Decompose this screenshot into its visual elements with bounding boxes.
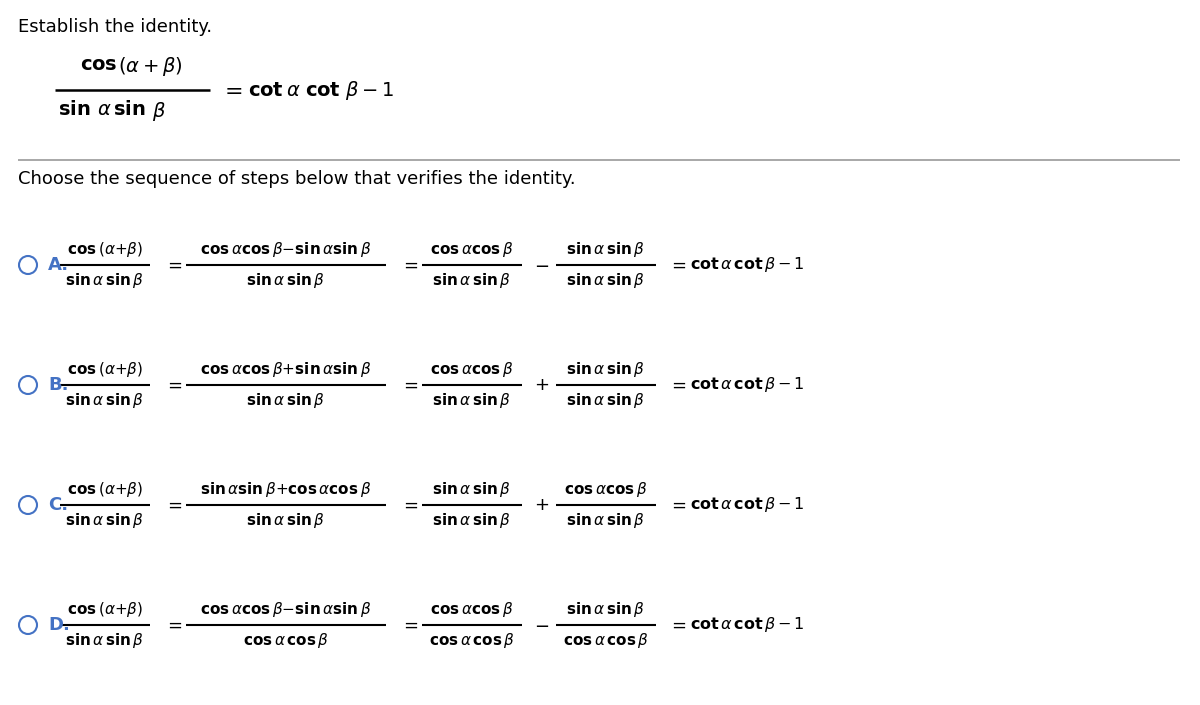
Text: $+$: $+$ [534, 496, 550, 514]
Text: $\mathbf{cot}\,\alpha\,\mathbf{cot}\,\beta\,{-}\,1$: $\mathbf{cot}\,\alpha\,\mathbf{cot}\,\be… [690, 615, 804, 634]
Text: $\mathbf{cot}\,\alpha\,\mathbf{cot}\,\beta\,{-}\,1$: $\mathbf{cot}\,\alpha\,\mathbf{cot}\,\be… [690, 255, 804, 274]
Text: $=$: $=$ [164, 496, 182, 514]
Text: $\mathbf{cos}\,(\alpha{+}\beta)$: $\mathbf{cos}\,(\alpha{+}\beta)$ [67, 480, 143, 499]
Text: $\mathbf{sin}\,\alpha\,\mathbf{sin}\,\beta$: $\mathbf{sin}\,\alpha\,\mathbf{sin}\,\be… [432, 480, 511, 499]
Text: D.: D. [48, 616, 70, 634]
Text: $+$: $+$ [534, 376, 550, 394]
Text: $\mathbf{cos}\,\alpha\mathbf{cos}\,\beta$: $\mathbf{cos}\,\alpha\mathbf{cos}\,\beta… [431, 240, 514, 259]
Text: $\mathbf{sin}\,\alpha\,\mathbf{sin}\,\beta$: $\mathbf{sin}\,\alpha\,\mathbf{sin}\,\be… [246, 391, 325, 410]
Text: $\mathbf{sin}\,\alpha\,\mathbf{sin}\,\beta$: $\mathbf{sin}\,\alpha\,\mathbf{sin}\,\be… [566, 240, 646, 259]
Text: $=$: $=$ [668, 496, 686, 514]
Text: $\mathbf{sin}\,\alpha\,\mathbf{sin}\,\beta$: $\mathbf{sin}\,\alpha\,\mathbf{sin}\,\be… [432, 271, 511, 290]
Text: $\mathbf{sin}\,\alpha\,\mathbf{sin}\,\beta$: $\mathbf{sin}\,\alpha\,\mathbf{sin}\,\be… [66, 391, 144, 410]
Text: $\mathbf{sin}\,\alpha\,\mathbf{sin}\,\beta$: $\mathbf{sin}\,\alpha\,\mathbf{sin}\,\be… [566, 271, 646, 290]
Text: C.: C. [48, 496, 68, 514]
Text: $=$: $=$ [668, 616, 686, 634]
Text: $\bf{cos}$: $\bf{cos}$ [80, 55, 118, 74]
Text: $\bf{cot}$: $\bf{cot}$ [248, 80, 284, 99]
Text: $=$: $=$ [668, 256, 686, 274]
Text: $\mathbf{cos}\,\alpha\,\mathbf{cos}\,\beta$: $\mathbf{cos}\,\alpha\,\mathbf{cos}\,\be… [430, 631, 515, 650]
Text: $\mathbf{cos}\,(\alpha{+}\beta)$: $\mathbf{cos}\,(\alpha{+}\beta)$ [67, 600, 143, 619]
Text: $=$: $=$ [400, 616, 419, 634]
Text: $=$: $=$ [164, 616, 182, 634]
Text: $\mathbf{cos}\,(\alpha{+}\beta)$: $\mathbf{cos}\,(\alpha{+}\beta)$ [67, 360, 143, 379]
Text: $\mathbf{cos}\,\alpha\,\mathbf{cos}\,\beta$: $\mathbf{cos}\,\alpha\,\mathbf{cos}\,\be… [244, 631, 329, 650]
Text: $=$: $=$ [164, 376, 182, 394]
Text: $=$: $=$ [400, 256, 419, 274]
Text: $\mathbf{sin}\,\alpha\,\mathbf{sin}\,\beta$: $\mathbf{sin}\,\alpha\,\mathbf{sin}\,\be… [432, 391, 511, 410]
Text: $\mathbf{cos}\,\alpha\mathbf{cos}\,\beta{+}\mathbf{sin}\,\alpha\mathbf{sin}\,\be: $\mathbf{cos}\,\alpha\mathbf{cos}\,\beta… [200, 360, 372, 379]
Text: $\beta - 1$: $\beta - 1$ [346, 78, 394, 102]
Text: $\mathbf{sin}\,\alpha\,\mathbf{sin}\,\beta$: $\mathbf{sin}\,\alpha\,\mathbf{sin}\,\be… [246, 511, 325, 530]
Text: Establish the identity.: Establish the identity. [18, 18, 212, 36]
Text: $\mathbf{sin}\,\alpha\,\mathbf{sin}\,\beta$: $\mathbf{sin}\,\alpha\,\mathbf{sin}\,\be… [432, 511, 511, 530]
Text: $=$: $=$ [668, 376, 686, 394]
Text: $\mathbf{cot}\,\alpha\,\mathbf{cot}\,\beta\,{-}\,1$: $\mathbf{cot}\,\alpha\,\mathbf{cot}\,\be… [690, 496, 804, 515]
Text: $\mathbf{cos}\,\alpha\mathbf{cos}\,\beta$: $\mathbf{cos}\,\alpha\mathbf{cos}\,\beta… [431, 360, 514, 379]
Text: $\mathbf{sin}\,\alpha\,\mathbf{sin}\,\beta$: $\mathbf{sin}\,\alpha\,\mathbf{sin}\,\be… [246, 271, 325, 290]
Text: $\mathbf{sin}\,\alpha\,\mathbf{sin}\,\beta$: $\mathbf{sin}\,\alpha\,\mathbf{sin}\,\be… [566, 360, 646, 379]
Text: $\mathbf{cos}\,(\alpha{+}\beta)$: $\mathbf{cos}\,(\alpha{+}\beta)$ [67, 240, 143, 259]
Text: $\mathbf{cos}\,\alpha\mathbf{cos}\,\beta{-}\mathbf{sin}\,\alpha\mathbf{sin}\,\be: $\mathbf{cos}\,\alpha\mathbf{cos}\,\beta… [200, 600, 372, 619]
Text: $\mathbf{sin}\,\alpha\,\mathbf{sin}\,\beta$: $\mathbf{sin}\,\alpha\,\mathbf{sin}\,\be… [566, 600, 646, 619]
Text: $\mathbf{cos}\,\alpha\mathbf{cos}\,\beta$: $\mathbf{cos}\,\alpha\mathbf{cos}\,\beta… [564, 480, 648, 499]
Text: $\mathbf{cot}\,\alpha\,\mathbf{cot}\,\beta\,{-}\,1$: $\mathbf{cot}\,\alpha\,\mathbf{cot}\,\be… [690, 376, 804, 395]
Text: $\mathbf{cos}\,\alpha\mathbf{cos}\,\beta{-}\mathbf{sin}\,\alpha\mathbf{sin}\,\be: $\mathbf{cos}\,\alpha\mathbf{cos}\,\beta… [200, 240, 372, 259]
Text: $=$: $=$ [400, 496, 419, 514]
Text: $\beta$: $\beta$ [152, 100, 166, 123]
Text: $\mathbf{sin}\,\alpha\,\mathbf{sin}\,\beta$: $\mathbf{sin}\,\alpha\,\mathbf{sin}\,\be… [566, 391, 646, 410]
Text: $\bf{cot}$: $\bf{cot}$ [305, 80, 341, 99]
Text: $(\alpha+\beta)$: $(\alpha+\beta)$ [118, 55, 182, 78]
Text: Choose the sequence of steps below that verifies the identity.: Choose the sequence of steps below that … [18, 170, 576, 188]
Text: $\alpha$: $\alpha$ [97, 100, 112, 119]
Text: $\bf{sin}$: $\bf{sin}$ [58, 100, 91, 119]
Text: $\mathbf{sin}\,\alpha\,\mathbf{sin}\,\beta$: $\mathbf{sin}\,\alpha\,\mathbf{sin}\,\be… [566, 511, 646, 530]
Text: $=$: $=$ [220, 80, 242, 100]
Text: $\mathbf{sin}\,\alpha\mathbf{sin}\,\beta{+}\mathbf{cos}\,\alpha\mathbf{cos}\,\be: $\mathbf{sin}\,\alpha\mathbf{sin}\,\beta… [200, 480, 372, 499]
Text: $\alpha$: $\alpha$ [286, 80, 300, 99]
Text: B.: B. [48, 376, 68, 394]
Text: $\mathbf{cos}\,\alpha\mathbf{cos}\,\beta$: $\mathbf{cos}\,\alpha\mathbf{cos}\,\beta… [431, 600, 514, 619]
Text: $=$: $=$ [164, 256, 182, 274]
Text: $-$: $-$ [534, 256, 550, 274]
Text: $-$: $-$ [534, 616, 550, 634]
Text: $\mathbf{sin}\,\alpha\,\mathbf{sin}\,\beta$: $\mathbf{sin}\,\alpha\,\mathbf{sin}\,\be… [66, 631, 144, 650]
Text: $\bf{sin}$: $\bf{sin}$ [113, 100, 145, 119]
Text: $\mathbf{sin}\,\alpha\,\mathbf{sin}\,\beta$: $\mathbf{sin}\,\alpha\,\mathbf{sin}\,\be… [66, 511, 144, 530]
Text: $\mathbf{cos}\,\alpha\,\mathbf{cos}\,\beta$: $\mathbf{cos}\,\alpha\,\mathbf{cos}\,\be… [563, 631, 649, 650]
Text: $\mathbf{sin}\,\alpha\,\mathbf{sin}\,\beta$: $\mathbf{sin}\,\alpha\,\mathbf{sin}\,\be… [66, 271, 144, 290]
Text: $=$: $=$ [400, 376, 419, 394]
Text: A.: A. [48, 256, 70, 274]
